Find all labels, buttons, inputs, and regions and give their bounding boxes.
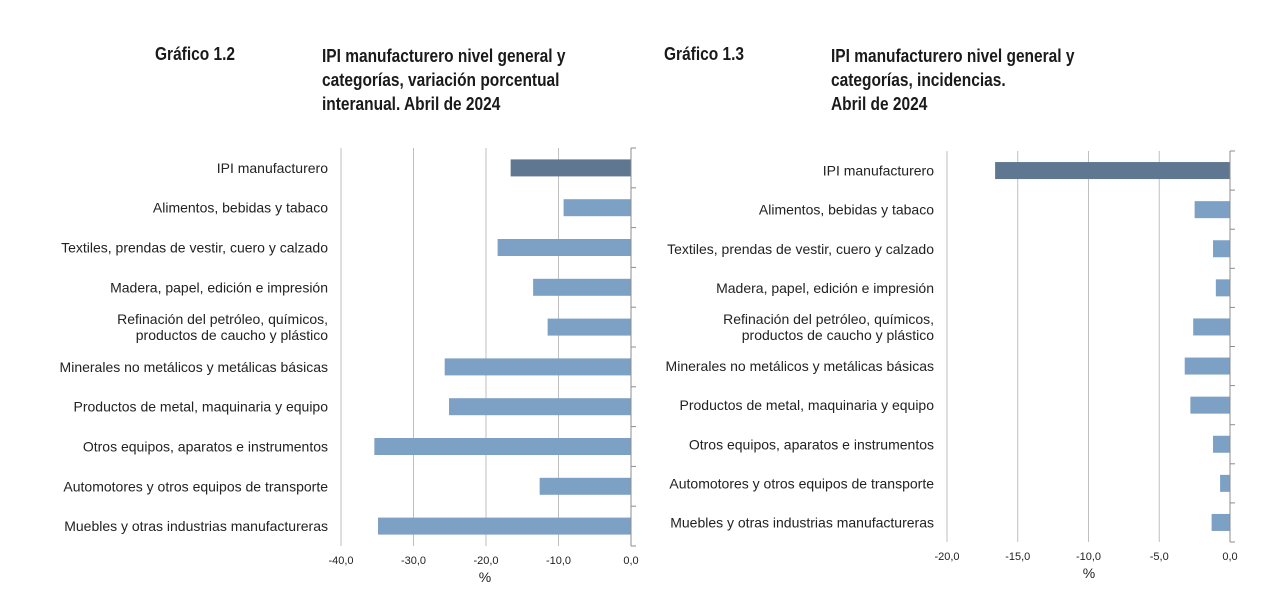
tick-label-4: 0,0 — [623, 555, 638, 567]
category-label-line: Muebles y otras industrias manufacturera… — [64, 518, 328, 534]
category-label-line: IPI manufacturero — [217, 160, 328, 176]
category-label-1: Alimentos, bebidas y tabaco — [153, 200, 328, 216]
category-label-line: Alimentos, bebidas y tabaco — [153, 200, 328, 216]
category-label-line: Otros equipos, aparatos e instrumentos — [83, 439, 328, 455]
bar-4 — [547, 318, 631, 336]
chart-title: IPI manufacturero nivel general y catego… — [831, 44, 1115, 116]
category-label-line: Alimentos, bebidas y tabaco — [759, 202, 934, 218]
category-label-line: Refinación del petróleo, químicos, — [723, 311, 934, 327]
bar-3 — [533, 278, 631, 296]
category-label-8: Automotores y otros equipos de transport… — [669, 475, 934, 491]
category-label-3: Madera, papel, edición e impresión — [716, 280, 934, 296]
bar-9 — [1211, 513, 1230, 531]
category-label-8: Automotores y otros equipos de transport… — [63, 478, 328, 494]
category-label-line: Madera, papel, edición e impresión — [716, 280, 934, 296]
bar-9 — [377, 517, 631, 535]
category-label-2: Textiles, prendas de vestir, cuero y cal… — [667, 241, 934, 257]
tick-label-3: -10,0 — [546, 555, 571, 567]
tick-label-1: -15,0 — [1005, 551, 1030, 563]
bar-2 — [1213, 240, 1230, 258]
category-label-1: Alimentos, bebidas y tabaco — [759, 202, 934, 218]
bar-7 — [374, 438, 631, 455]
tick-label-3: -5,0 — [1150, 551, 1169, 563]
category-label-5: Minerales no metálicos y metálicas básic… — [666, 358, 934, 374]
bar-1 — [563, 199, 631, 217]
tick-label-0: -20,0 — [934, 551, 959, 563]
category-label-line: Automotores y otros equipos de transport… — [669, 475, 934, 491]
chart-title-line-3: Abril de 2024 — [831, 94, 928, 114]
category-label-6: Productos de metal, maquinaria y equipo — [74, 399, 329, 415]
bar-6 — [449, 398, 631, 416]
category-label-3: Madera, papel, edición e impresión — [110, 279, 328, 295]
bar-8 — [1220, 474, 1230, 492]
category-label-line: Madera, papel, edición e impresión — [110, 279, 328, 295]
category-label-line: Minerales no metálicos y metálicas básic… — [666, 358, 934, 374]
tick-label-2: -20,0 — [473, 555, 498, 567]
category-label-9: Muebles y otras industrias manufacturera… — [64, 518, 328, 534]
chart-title-line-2: categorías, incidencias. — [831, 70, 1006, 90]
bar-0 — [510, 159, 631, 177]
chart-panel-variacion: Gráfico 1.2 IPI manufacturero nivel gene… — [60, 44, 639, 585]
bar-2 — [497, 239, 631, 256]
category-label-0: IPI manufacturero — [823, 163, 934, 179]
chart-number: Gráfico 1.3 — [664, 44, 745, 64]
x-axis-unit-label: % — [479, 569, 491, 585]
category-label-line: Refinación del petróleo, químicos, — [117, 311, 328, 327]
bar-0 — [995, 162, 1230, 180]
bar-7 — [1213, 435, 1230, 453]
tick-label-4: 0,0 — [1222, 551, 1237, 563]
category-label-7: Otros equipos, aparatos e instrumentos — [83, 439, 328, 455]
category-label-line: Minerales no metálicos y metálicas básic… — [60, 359, 328, 375]
tick-label-2: -10,0 — [1076, 551, 1101, 563]
category-label-4: Refinación del petróleo, químicos, produc… — [117, 311, 328, 343]
category-label-line: productos de caucho y plástico — [136, 327, 328, 343]
category-label-line: Otros equipos, aparatos e instrumentos — [689, 436, 934, 452]
chart-title-line-3: interanual. Abril de 2024 — [322, 94, 501, 114]
bar-5 — [444, 358, 631, 376]
category-label-2: Textiles, prendas de vestir, cuero y cal… — [61, 240, 328, 256]
tick-label-1: -30,0 — [401, 555, 426, 567]
category-label-4: Refinación del petróleo, químicos, produc… — [723, 311, 934, 343]
bar-4 — [1193, 318, 1230, 336]
chart-title-line-2: categorías, variación porcentual — [322, 70, 560, 90]
category-label-line: Textiles, prendas de vestir, cuero y cal… — [61, 240, 328, 256]
category-label-line: IPI manufacturero — [823, 163, 934, 179]
bar-3 — [1215, 279, 1230, 297]
bar-1 — [1194, 201, 1230, 219]
category-label-5: Minerales no metálicos y metálicas básic… — [60, 359, 328, 375]
category-label-line: productos de caucho y plástico — [742, 327, 934, 343]
tick-label-0: -40,0 — [328, 555, 353, 567]
category-label-9: Muebles y otras industrias manufacturera… — [670, 514, 934, 530]
bar-8 — [539, 477, 631, 495]
bar-chart-variacion: IPI manufacturero Alimentos, bebidas y ta… — [60, 147, 639, 585]
bar-6 — [1190, 396, 1230, 414]
bar-chart-incidencias: IPI manufacturero Alimentos, bebidas y ta… — [666, 150, 1238, 581]
category-label-7: Otros equipos, aparatos e instrumentos — [689, 436, 934, 452]
x-axis-unit-label: % — [1083, 565, 1095, 581]
chart-title-line-1: IPI manufacturero nivel general y — [322, 46, 566, 66]
category-label-line: Textiles, prendas de vestir, cuero y cal… — [667, 241, 934, 257]
category-label-line: Productos de metal, maquinaria y equipo — [74, 399, 329, 415]
chart-title: IPI manufacturero nivel general y catego… — [322, 44, 606, 116]
category-label-line: Muebles y otras industrias manufacturera… — [670, 514, 934, 530]
category-label-0: IPI manufacturero — [217, 160, 328, 176]
bar-5 — [1184, 357, 1230, 375]
chart-number: Gráfico 1.2 — [155, 44, 236, 64]
category-label-line: Automotores y otros equipos de transport… — [63, 478, 328, 494]
category-label-6: Productos de metal, maquinaria y equipo — [680, 397, 935, 413]
chart-title-line-1: IPI manufacturero nivel general y — [831, 46, 1075, 66]
category-label-line: Productos de metal, maquinaria y equipo — [680, 397, 935, 413]
chart-panel-incidencias: Gráfico 1.3 IPI manufacturero nivel gene… — [640, 0, 1280, 598]
